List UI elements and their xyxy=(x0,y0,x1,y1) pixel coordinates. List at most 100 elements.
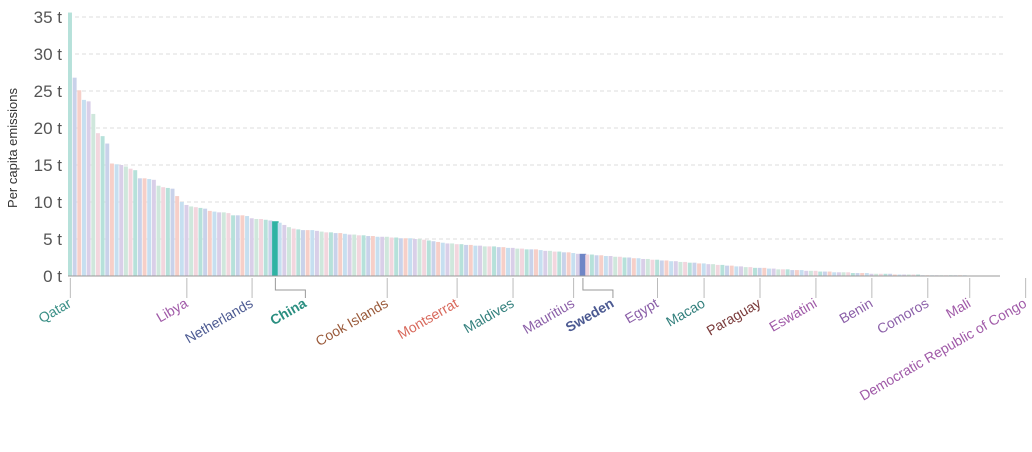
bar[interactable] xyxy=(589,254,594,276)
bar[interactable] xyxy=(77,90,82,276)
bar[interactable] xyxy=(170,188,175,276)
bar[interactable] xyxy=(757,267,762,276)
bar[interactable] xyxy=(543,250,548,276)
bar[interactable] xyxy=(902,274,907,276)
bar[interactable] xyxy=(133,170,138,276)
bar[interactable] xyxy=(272,221,279,276)
bar[interactable] xyxy=(743,267,748,276)
bar[interactable] xyxy=(310,230,315,276)
bar[interactable] xyxy=(827,271,832,276)
bar[interactable] xyxy=(109,163,114,276)
bar[interactable] xyxy=(408,238,413,276)
bar[interactable] xyxy=(123,166,128,276)
bar[interactable] xyxy=(911,274,916,276)
bar[interactable] xyxy=(804,270,809,276)
bar[interactable] xyxy=(906,274,911,276)
bar[interactable] xyxy=(277,222,282,276)
bar[interactable] xyxy=(179,202,184,276)
bar[interactable] xyxy=(720,264,725,276)
bar[interactable] xyxy=(599,255,604,276)
bar[interactable] xyxy=(366,236,371,276)
bar[interactable] xyxy=(715,264,720,276)
bar[interactable] xyxy=(259,219,264,276)
bar[interactable] xyxy=(473,245,478,276)
bar[interactable] xyxy=(631,258,636,276)
bar[interactable] xyxy=(557,251,562,276)
bar[interactable] xyxy=(105,143,110,276)
bar[interactable] xyxy=(464,244,469,276)
bar[interactable] xyxy=(706,264,711,276)
bar[interactable] xyxy=(398,238,403,276)
bar[interactable] xyxy=(571,253,576,276)
bar[interactable] xyxy=(594,255,599,276)
bar[interactable] xyxy=(818,271,823,276)
bar[interactable] xyxy=(496,247,501,276)
bar[interactable] xyxy=(389,237,394,276)
bar[interactable] xyxy=(874,273,879,276)
bar[interactable] xyxy=(137,178,142,276)
bar[interactable] xyxy=(501,247,506,276)
bar[interactable] xyxy=(454,244,459,276)
bar[interactable] xyxy=(86,101,91,276)
bar[interactable] xyxy=(529,249,534,276)
bar[interactable] xyxy=(701,263,706,276)
bar[interactable] xyxy=(869,273,874,276)
bar[interactable] xyxy=(231,215,236,276)
bar[interactable] xyxy=(226,213,231,276)
bar[interactable] xyxy=(645,258,650,276)
bar[interactable] xyxy=(338,233,343,276)
bar[interactable] xyxy=(673,261,678,276)
bar[interactable] xyxy=(664,260,669,276)
bar[interactable] xyxy=(450,243,455,276)
bar[interactable] xyxy=(734,266,739,276)
bar[interactable] xyxy=(785,269,790,276)
bar[interactable] xyxy=(319,231,324,276)
bar[interactable] xyxy=(417,239,422,276)
bar[interactable] xyxy=(659,260,664,276)
bar[interactable] xyxy=(189,206,194,276)
bar[interactable] xyxy=(361,235,366,276)
bar[interactable] xyxy=(790,270,795,276)
bar[interactable] xyxy=(492,246,497,276)
bar[interactable] xyxy=(878,273,883,276)
bar[interactable] xyxy=(636,258,641,276)
bar[interactable] xyxy=(459,244,464,276)
bar[interactable] xyxy=(263,219,268,276)
bar[interactable] xyxy=(622,257,627,277)
bar[interactable] xyxy=(832,272,837,276)
bar[interactable] xyxy=(370,236,375,276)
bar[interactable] xyxy=(249,218,254,276)
bar[interactable] xyxy=(142,178,147,276)
bar[interactable] xyxy=(282,224,287,276)
bar[interactable] xyxy=(748,267,753,276)
bar[interactable] xyxy=(296,229,301,276)
bar[interactable] xyxy=(813,270,818,276)
bar[interactable] xyxy=(128,168,133,276)
bar[interactable] xyxy=(897,274,902,276)
bar[interactable] xyxy=(669,261,674,276)
bar[interactable] xyxy=(524,249,529,276)
bar[interactable] xyxy=(412,239,417,276)
bar[interactable] xyxy=(165,187,170,276)
bar[interactable] xyxy=(780,269,785,276)
bar[interactable] xyxy=(193,207,198,276)
bar[interactable] xyxy=(380,236,385,276)
bar[interactable] xyxy=(426,240,431,276)
bar[interactable] xyxy=(375,236,380,276)
bar[interactable] xyxy=(482,246,487,276)
bar[interactable] xyxy=(175,196,180,276)
bar[interactable] xyxy=(916,274,921,276)
bar[interactable] xyxy=(81,99,86,276)
bar[interactable] xyxy=(650,259,655,276)
bar[interactable] xyxy=(794,270,799,276)
bar[interactable] xyxy=(808,270,813,276)
bar[interactable] xyxy=(100,136,105,276)
bar[interactable] xyxy=(776,269,781,276)
bar[interactable] xyxy=(585,254,590,276)
bar[interactable] xyxy=(184,204,189,276)
bar[interactable] xyxy=(422,239,427,276)
bar[interactable] xyxy=(575,253,580,276)
bar[interactable] xyxy=(324,232,329,276)
bar[interactable] xyxy=(547,250,552,276)
bar[interactable] xyxy=(739,266,743,276)
